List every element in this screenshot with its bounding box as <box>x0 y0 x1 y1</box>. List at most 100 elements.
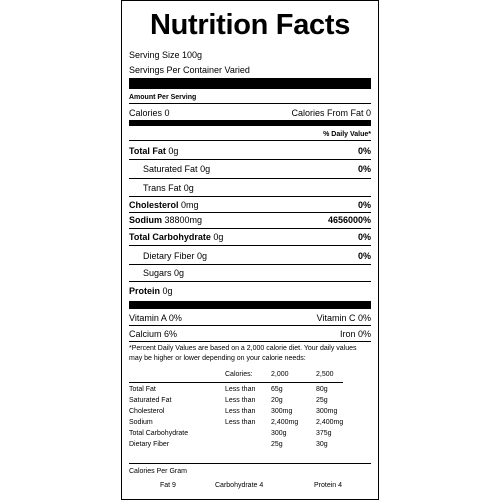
nutrient-amount: 0g <box>168 146 179 156</box>
nutrient-row: Saturated Fat 0g 0% <box>129 163 371 175</box>
divider <box>129 228 371 229</box>
table-cell: Less than <box>225 408 256 415</box>
nutrient-label: Dietary Fiber <box>143 251 195 261</box>
nutrient-dv: 0% <box>357 251 371 261</box>
nutrient-dv: 0% <box>357 200 371 210</box>
table-row: Dietary Fiber 25g 30g <box>129 439 343 450</box>
nutrient-label: Total Carbohydrate <box>129 232 211 242</box>
table-cell: 2,400mg <box>271 419 299 426</box>
medium-divider <box>129 120 371 126</box>
calories-per-gram-label: Calories Per Gram <box>129 468 187 475</box>
table-cell: 300mg <box>271 408 293 415</box>
table-row: Total Carbohydrate 300g 375g <box>129 428 343 439</box>
nutrient-label: Trans Fat <box>143 183 182 193</box>
nutrient-amount: 0g <box>162 286 173 296</box>
nutrient-label: Saturated Fat <box>143 164 198 174</box>
divider <box>129 325 371 326</box>
nutrient-row: Protein 0g <box>129 285 371 297</box>
nutrient-dv: 0% <box>357 232 371 242</box>
table-cell: 300mg <box>316 408 338 415</box>
nutrient-label: Sugars <box>143 268 172 278</box>
daily-values-table: Calories: 2,000 2,500 Total Fat Less tha… <box>129 369 344 450</box>
table-cell: Sodium <box>129 419 153 426</box>
divider <box>129 463 371 464</box>
vitamin-right: Iron 0% <box>339 329 371 339</box>
table-row: Saturated Fat Less than 20g 25g <box>129 395 343 406</box>
nutrient-row: Trans Fat 0g <box>129 182 371 194</box>
vitamin-left: Calcium 6% <box>129 329 178 339</box>
amount-per-serving: Amount Per Serving <box>129 94 197 101</box>
table-cell <box>129 369 225 380</box>
nutrient-amount: 0g <box>200 164 211 174</box>
table-cell: 2,000 <box>271 371 289 378</box>
nutrient-row: Dietary Fiber 0g 0% <box>129 250 371 262</box>
divider <box>129 159 371 160</box>
table-row: Cholesterol Less than 300mg 300mg <box>129 406 343 417</box>
calories-row: Calories 0 Calories From Fat 0 <box>129 107 371 119</box>
calories: Calories 0 <box>129 108 170 118</box>
vitamin-row: Calcium 6% Iron 0% <box>129 328 371 340</box>
table-cell: Less than <box>225 397 256 404</box>
label-content: Nutrition Facts Serving Size 100g Servin… <box>129 1 371 499</box>
calories-from-fat: Calories From Fat 0 <box>291 108 371 118</box>
divider <box>129 212 371 213</box>
daily-value-header: % Daily Value* <box>323 131 371 138</box>
calories-per-gram-fat: Fat 9 <box>160 482 176 489</box>
calories-per-gram-protein: Protein 4 <box>314 482 343 489</box>
table-cell: 25g <box>271 441 283 448</box>
nutrient-amount: 38800mg <box>164 215 203 225</box>
nutrition-facts-label: Nutrition Facts Serving Size 100g Servin… <box>121 0 379 500</box>
label-title: Nutrition Facts <box>149 9 351 41</box>
table-cell: Cholesterol <box>129 408 165 415</box>
divider <box>129 140 371 141</box>
vitamin-left: Vitamin A 0% <box>129 313 182 323</box>
nutrient-amount: 0g <box>183 183 194 193</box>
vitamin-row: Vitamin A 0% Vitamin C 0% <box>129 312 371 324</box>
table-cell: 2,500 <box>316 371 334 378</box>
nutrient-amount: 0g <box>174 268 185 278</box>
nutrient-label: Sodium <box>129 215 162 225</box>
divider <box>129 264 371 265</box>
table-row: Sodium Less than 2,400mg 2,400mg <box>129 417 343 428</box>
table-cell: 300g <box>271 430 287 437</box>
table-cell: Total Carbohydrate <box>129 430 189 437</box>
table-cell: 65g <box>271 386 283 393</box>
table-cell: 80g <box>316 386 328 393</box>
table-cell: Calories: <box>225 371 253 378</box>
table-cell: 30g <box>316 441 328 448</box>
calories-per-gram-carbohydrate: Carbohydrate 4 <box>215 482 264 489</box>
nutrient-dv: 0% <box>357 146 371 156</box>
table-cell: 375g <box>316 430 332 437</box>
nutrient-row: Total Carbohydrate 0g 0% <box>129 231 371 243</box>
divider <box>129 281 371 282</box>
table-cell: Less than <box>225 419 256 426</box>
divider <box>129 103 371 104</box>
table-cell: 25g <box>316 397 328 404</box>
nutrient-dv: 0% <box>357 164 371 174</box>
divider <box>129 341 371 342</box>
table-cell: Dietary Fiber <box>129 441 170 448</box>
table-cell <box>225 428 271 439</box>
nutrient-row: Cholesterol 0mg 0% <box>129 199 371 211</box>
divider <box>129 178 371 179</box>
table-cell: Total Fat <box>129 386 156 393</box>
nutrient-amount: 0mg <box>181 200 199 210</box>
divider <box>129 245 371 246</box>
nutrient-label: Cholesterol <box>129 200 179 210</box>
table-cell: 20g <box>271 397 283 404</box>
table-row: Total Fat Less than 65g 80g <box>129 384 343 395</box>
table-cell: Saturated Fat <box>129 397 172 404</box>
table-cell: 2,400mg <box>316 419 344 426</box>
thick-divider <box>129 301 371 309</box>
table-header-row: Calories: 2,000 2,500 <box>129 369 343 380</box>
nutrient-row: Total Fat 0g 0% <box>129 145 371 157</box>
nutrient-row: Sugars 0g <box>129 267 371 279</box>
nutrient-amount: 0g <box>197 251 208 261</box>
footnote: *Percent Daily Values are based on a 2,0… <box>129 345 357 362</box>
nutrient-row: Sodium 38800mg 4656000% <box>129 214 371 226</box>
table-divider <box>129 381 344 383</box>
serving-size: Serving Size 100g <box>129 50 203 60</box>
table-cell: Less than <box>225 386 256 393</box>
vitamin-right: Vitamin C 0% <box>316 313 371 323</box>
nutrient-dv: 4656000% <box>327 215 371 225</box>
